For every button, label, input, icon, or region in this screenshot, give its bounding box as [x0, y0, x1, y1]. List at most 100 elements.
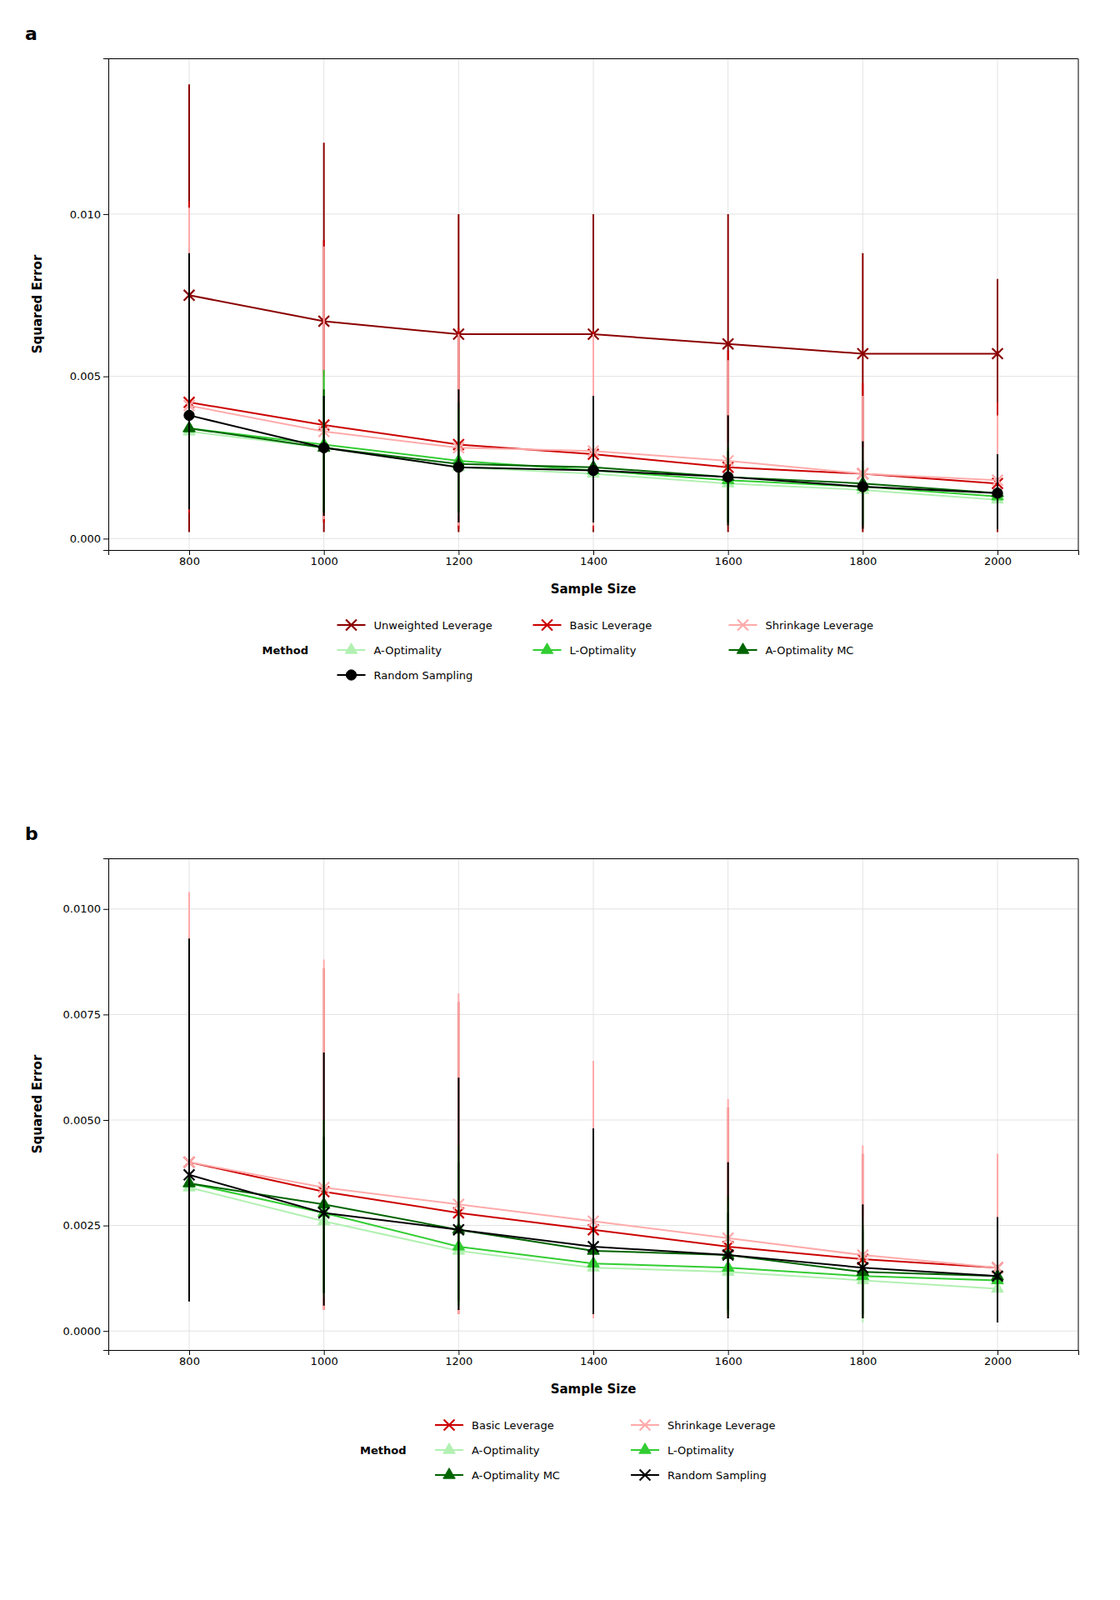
error-bar [592, 214, 595, 533]
x-grid-line [593, 858, 595, 1350]
error-bar [323, 395, 325, 516]
x-tick-label: 2000 [984, 555, 1012, 568]
x-grid-line [862, 858, 864, 1350]
legend-label: A-Optimality [471, 1444, 540, 1457]
legend-item: A-Optimality MC [729, 643, 855, 657]
legend-item: A-Optimality MC [435, 1468, 560, 1482]
error-bar [592, 334, 595, 526]
series [184, 900, 1004, 1319]
error-bar [996, 1216, 999, 1323]
error-bar [861, 1145, 864, 1319]
series [183, 1035, 1004, 1319]
legend-marker [444, 1420, 455, 1431]
x-tick-label: 1400 [580, 1355, 608, 1368]
x-grid-line [323, 58, 325, 550]
error-bar [323, 240, 325, 523]
y-tick: 0.0050 [63, 1114, 110, 1127]
error-bar [188, 207, 190, 510]
y-tick-label: 0.0025 [63, 1219, 102, 1232]
legend-label: Basic Leverage [471, 1419, 555, 1432]
legend-item: Basic Leverage [435, 1419, 555, 1432]
y-tick-mark [103, 214, 109, 215]
series [184, 200, 1004, 529]
x-axis: 800100012001400160018002000 [109, 550, 1080, 568]
error-bar [457, 1077, 460, 1310]
y-tick-mark [103, 538, 109, 540]
legend-item: Random Sampling [337, 669, 474, 682]
legend-marker [345, 643, 357, 654]
legend-marker [736, 643, 749, 654]
error-bar [727, 214, 730, 533]
legend-marker [540, 643, 553, 654]
error-bar [592, 1128, 595, 1315]
x-tick: 1000 [310, 1350, 339, 1368]
x-tick-label: 1400 [580, 555, 608, 568]
series [183, 1044, 1004, 1323]
x-tick-mark [728, 1350, 730, 1355]
error-bar [323, 142, 325, 532]
series-line [189, 415, 998, 493]
point [857, 481, 868, 492]
error-bar [727, 350, 730, 525]
x-tick-mark [593, 550, 595, 555]
point [992, 348, 1004, 360]
legend-label: Unweighted Leverage [374, 619, 493, 632]
series [183, 344, 1004, 530]
series-line [189, 1175, 998, 1277]
error-bar [592, 330, 595, 530]
legend-marker [737, 620, 749, 631]
x-axis-line [109, 550, 1080, 556]
grid [108, 58, 1079, 550]
error-bar [457, 214, 460, 533]
x-tick-label: 1000 [310, 1355, 339, 1368]
error-bar [188, 892, 190, 1302]
x-tick-mark [189, 550, 190, 555]
error-bar [188, 253, 190, 510]
point [722, 471, 733, 482]
x-tick-mark [458, 1350, 460, 1355]
x-axis: 800100012001400160018002000 [109, 1350, 1080, 1368]
legend-marker [345, 670, 356, 680]
error-bar [861, 382, 864, 529]
legend-item: Shrinkage Leverage [729, 619, 875, 632]
legend-label: Basic Leverage [570, 619, 653, 632]
x-grid-line [323, 858, 325, 1350]
error-bar [457, 327, 460, 529]
x-tick: 2000 [984, 550, 1012, 568]
error-bar [188, 938, 190, 1302]
error-bar [996, 402, 999, 530]
y-axis-title: Squared Error [30, 254, 45, 354]
x-tick-label: 1600 [715, 1355, 743, 1368]
x-tick-mark [593, 1350, 595, 1355]
x-tick-mark [324, 550, 325, 555]
series [184, 253, 1003, 530]
point [318, 1207, 330, 1219]
x-tick: 800 [179, 550, 200, 568]
y-axis-line [103, 59, 110, 551]
y-tick: 0.0025 [63, 1219, 110, 1232]
point [453, 462, 464, 473]
legend-label: Shrinkage Leverage [765, 619, 875, 632]
plot-frame [108, 59, 1079, 551]
legend-item: Random Sampling [630, 1469, 767, 1482]
x-tick-label: 1200 [445, 555, 473, 568]
series [184, 207, 1004, 530]
legend: MethodBasic LeverageShrinkage LeverageA-… [360, 1419, 776, 1482]
x-axis-title: Sample Size [550, 1381, 637, 1397]
y-tick-label: 0.005 [70, 370, 101, 383]
y-tick-label: 0.010 [70, 208, 101, 221]
legend-marker [639, 1443, 651, 1454]
legend-item: L-Optimality [630, 1443, 735, 1457]
x-tick: 1600 [715, 1350, 743, 1368]
x-grid-line [997, 58, 999, 550]
legend-label: L-Optimality [667, 1444, 735, 1457]
point [992, 1270, 1004, 1282]
series [183, 272, 1004, 530]
y-axis: 0.00000.00250.00500.00750.0100 [63, 859, 110, 1351]
series [183, 305, 1004, 530]
error-bar [323, 960, 325, 1310]
x-tick-label: 1800 [849, 555, 877, 568]
legend-item: A-Optimality [337, 643, 443, 657]
legend-title: Method [262, 644, 309, 657]
figure: 0.0000.0050.0108001000120014001600180020… [0, 0, 1120, 1600]
